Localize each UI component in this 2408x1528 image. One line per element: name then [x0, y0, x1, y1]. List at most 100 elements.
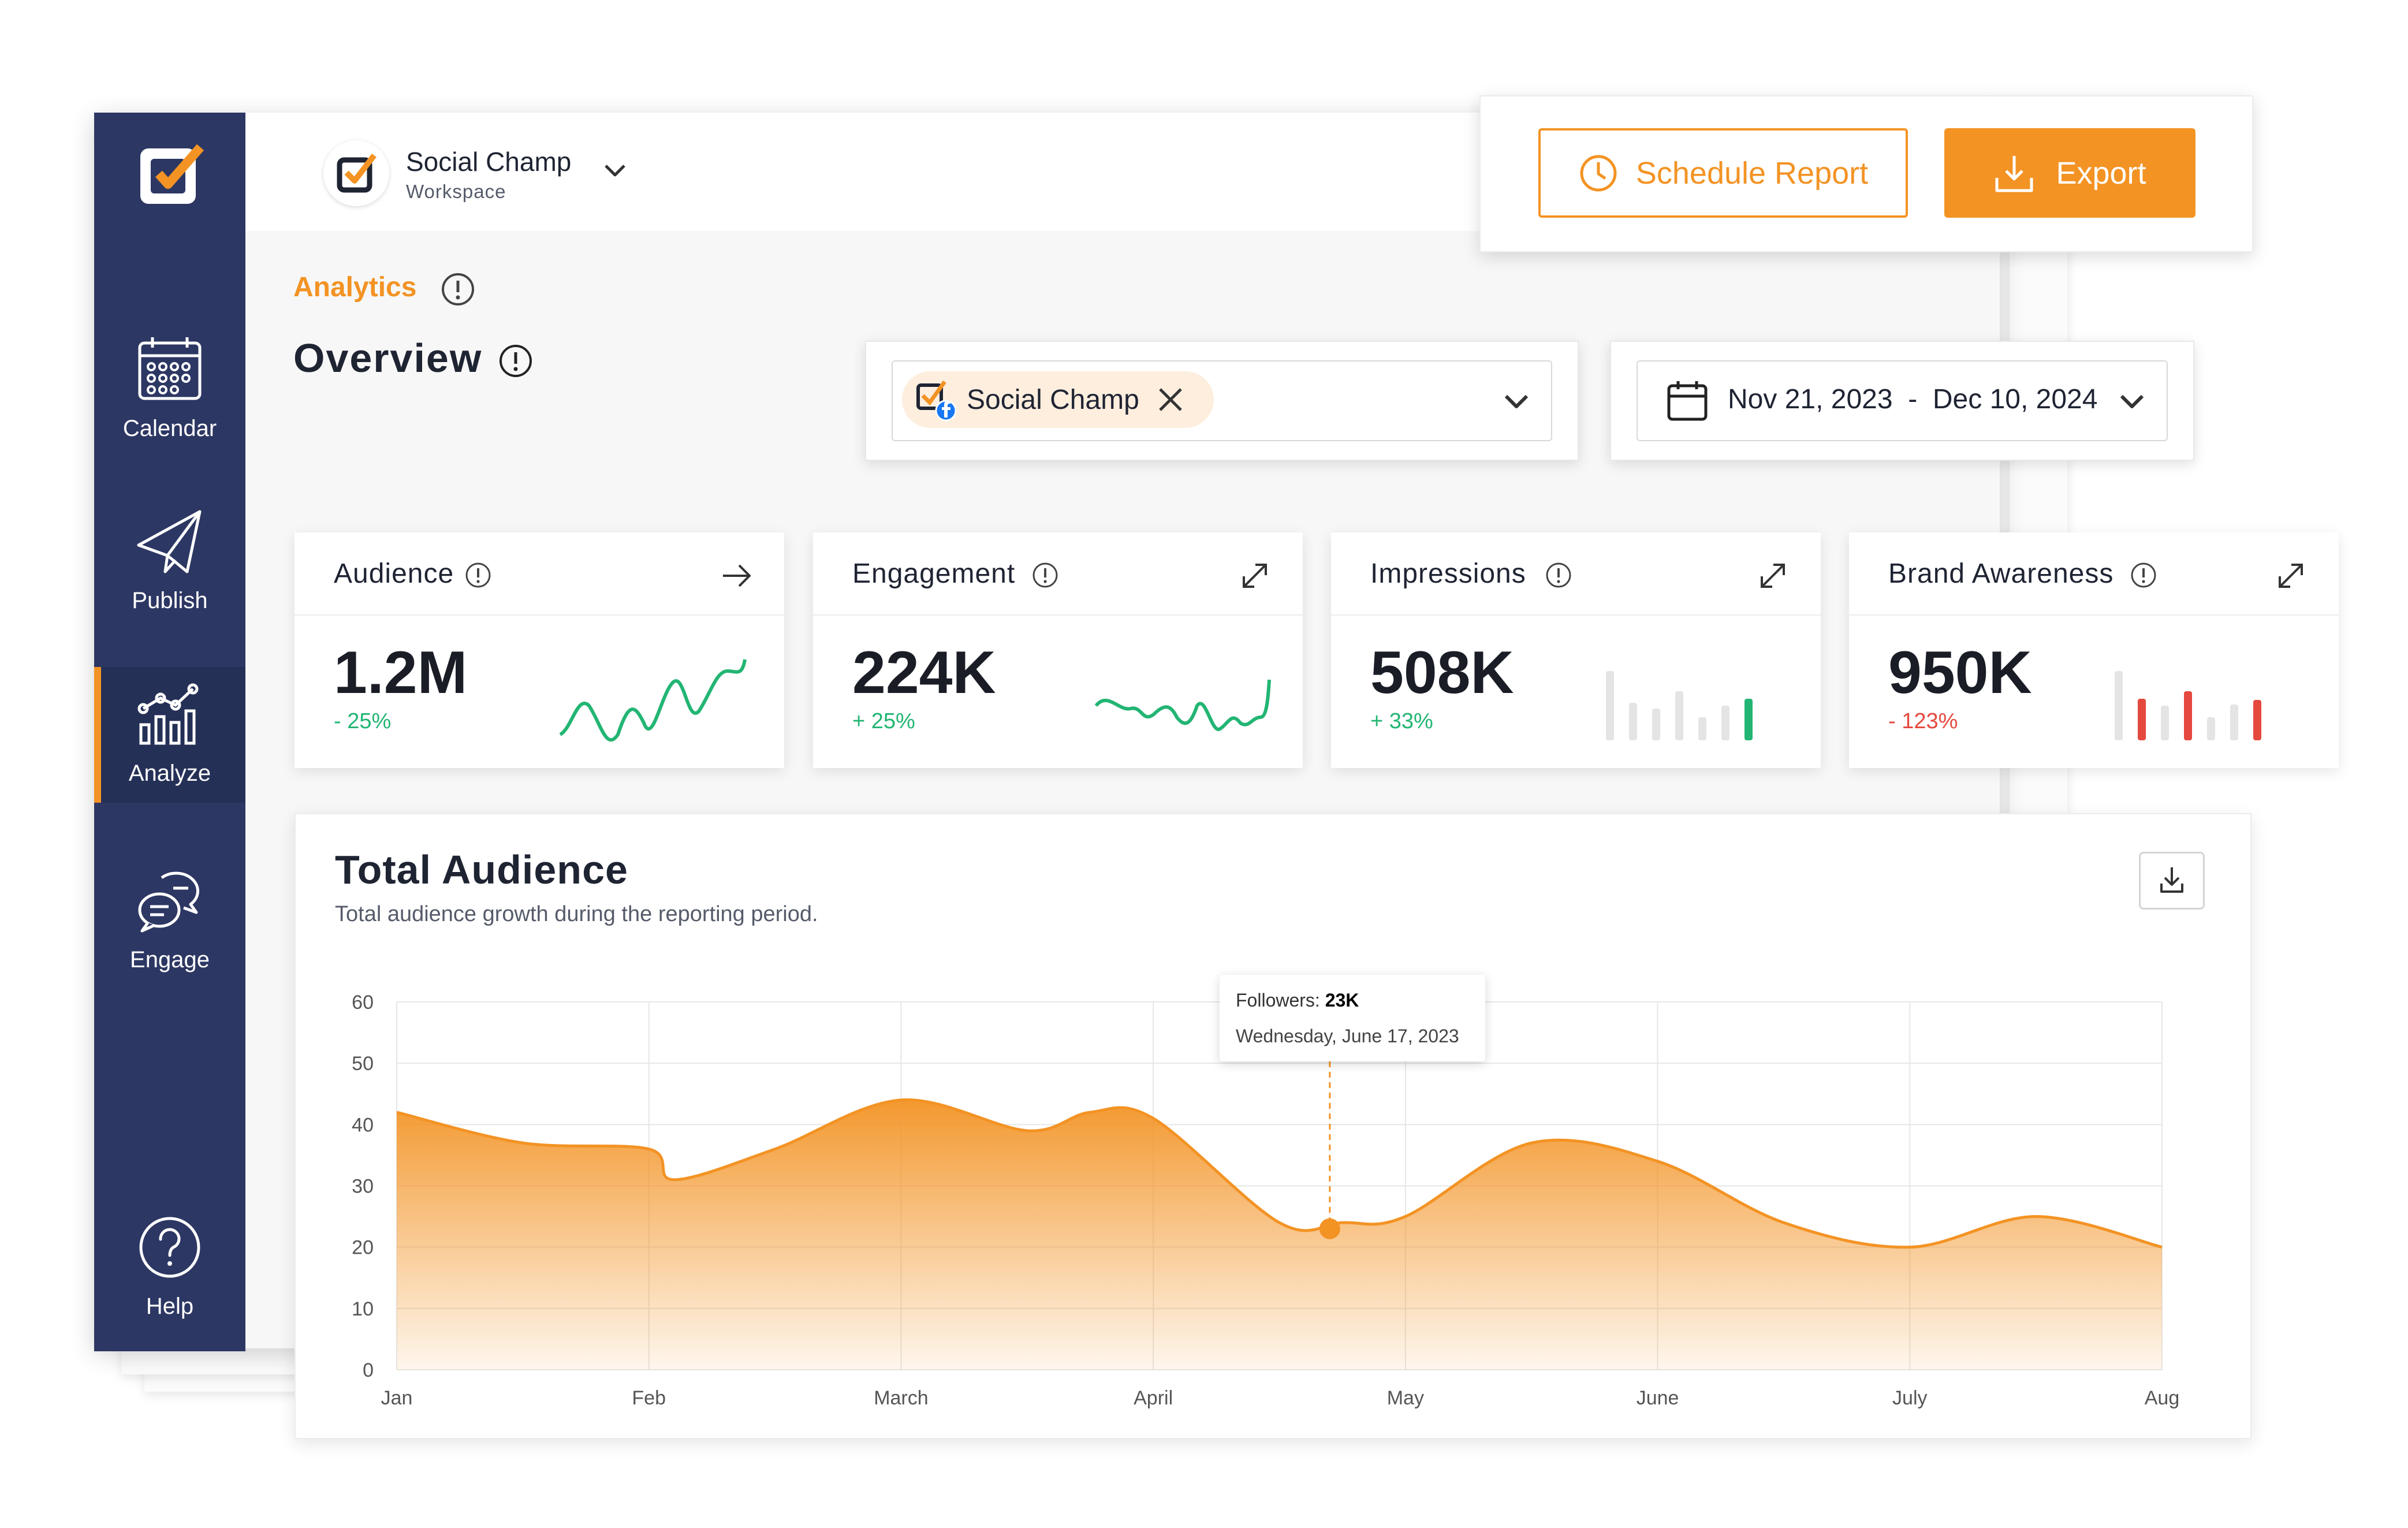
stat-card-impressions[interactable]: Impressions 508K + 33% — [1331, 532, 1821, 768]
calendar-icon — [138, 337, 202, 400]
info-icon[interactable] — [1545, 561, 1572, 589]
workspace-name[interactable]: Social Champ — [406, 147, 572, 177]
sidebar-item-publish[interactable]: Publish — [94, 507, 245, 646]
paper-plane-icon — [137, 510, 202, 573]
stat-label: Impressions — [1370, 558, 1526, 589]
y-tick-label: 10 — [352, 1298, 374, 1320]
stat-delta: + 33% — [1370, 709, 1433, 733]
chart-download-button[interactable] — [2139, 852, 2205, 910]
y-tick-label: 40 — [352, 1114, 374, 1136]
sidebar-item-label: Calendar — [122, 416, 217, 441]
page-title: Overview — [293, 336, 483, 381]
stat-value: 1.2M — [334, 639, 468, 706]
info-icon[interactable] — [1031, 561, 1059, 589]
tooltip-metric-value: 23K — [1325, 990, 1359, 1011]
schedule-report-label: Schedule Report — [1635, 155, 1869, 191]
stat-delta: - 25% — [334, 709, 392, 733]
stat-card-header: Impressions — [1331, 532, 1821, 616]
y-tick-label: 0 — [363, 1359, 374, 1381]
expand-icon[interactable] — [1755, 558, 1791, 594]
report-actions: Schedule Report Export — [1479, 95, 2253, 252]
breadcrumb[interactable]: Analytics — [293, 272, 417, 303]
stat-label: Audience — [334, 558, 454, 589]
export-button[interactable]: Export — [1944, 128, 2195, 218]
download-icon — [2160, 867, 2183, 893]
sparkline-chart — [1094, 679, 1271, 731]
sparkline-chart — [559, 659, 747, 742]
sidebar-item-label: Analyze — [128, 761, 211, 786]
sidebar-item-label: Publish — [132, 588, 208, 613]
area-line — [396, 1098, 2163, 1249]
chevron-down-icon[interactable] — [598, 153, 632, 188]
clock-icon — [1580, 155, 1617, 191]
tooltip-metric-label: Followers: — [1236, 990, 1320, 1011]
chevron-down-icon[interactable] — [2115, 383, 2149, 418]
social-champ-facebook-icon — [916, 380, 957, 422]
stat-value: 508K — [1370, 639, 1514, 706]
download-icon — [1995, 155, 2033, 192]
x-tick-label: March — [874, 1387, 928, 1409]
date-range-picker[interactable]: Nov 21, 2023 - Dec 10, 2024 — [1637, 360, 2168, 441]
info-icon[interactable] — [464, 561, 492, 589]
x-tick-label: April — [1134, 1387, 1173, 1409]
sidebar-item-analyze[interactable]: Analyze — [94, 667, 245, 803]
date-filter-card: Nov 21, 2023 - Dec 10, 2024 — [1610, 341, 2194, 461]
account-select[interactable]: Social Champ — [892, 360, 1552, 441]
close-icon[interactable] — [1154, 383, 1187, 416]
schedule-report-button[interactable]: Schedule Report — [1538, 128, 1908, 218]
stat-card-engagement[interactable]: Engagement 224K + 25% — [813, 532, 1303, 768]
stat-card-brand-awareness[interactable]: Brand Awareness 950K - 123% — [1849, 532, 2339, 768]
highlight-point[interactable] — [1319, 1218, 1340, 1239]
tooltip-metric: Followers: 23K — [1236, 990, 1359, 1011]
sidebar-item-calendar[interactable]: Calendar — [94, 335, 245, 474]
x-tick-label: Jan — [381, 1387, 413, 1409]
info-icon[interactable] — [2130, 561, 2157, 589]
chart-title: Total Audience — [335, 847, 628, 892]
sidebar-item-engage[interactable]: Engage — [94, 866, 245, 1005]
account-chip[interactable]: Social Champ — [902, 371, 1214, 428]
stat-label: Engagement — [852, 558, 1016, 589]
stat-card-audience[interactable]: Audience 1.2M - 25% — [295, 532, 784, 768]
export-label: Export — [2056, 155, 2146, 191]
expand-icon[interactable] — [2273, 558, 2309, 594]
info-icon[interactable] — [440, 271, 476, 307]
app-logo-icon[interactable] — [136, 140, 208, 213]
sidebar-item-label: Engage — [130, 947, 210, 972]
sidebar-item-label: Help — [146, 1294, 194, 1319]
y-tick-label: 30 — [352, 1176, 374, 1198]
chart-tooltip: Followers: 23K Wednesday, June 17, 2023 — [1220, 975, 1485, 1061]
arrow-right-icon[interactable] — [718, 558, 754, 594]
stat-card-header: Engagement — [813, 532, 1303, 616]
mini-bar-chart — [1606, 671, 1753, 740]
x-tick-label: June — [1637, 1387, 1679, 1409]
stat-delta: - 123% — [1888, 709, 1958, 733]
date-range-text: Nov 21, 2023 - Dec 10, 2024 — [1728, 384, 2098, 415]
y-tick-label: 20 — [352, 1237, 374, 1259]
workspace-subtitle: Workspace — [406, 181, 506, 202]
sidebar-item-help[interactable]: Help — [94, 1213, 245, 1351]
account-filter-card: Social Champ — [865, 341, 1579, 461]
y-tick-label: 60 — [352, 992, 374, 1013]
help-icon — [139, 1217, 200, 1278]
x-tick-label: July — [1892, 1387, 1927, 1409]
total-audience-chart: Jan Feb March April May June July Aug 0 10 20 30 40… — [352, 992, 2179, 1409]
account-chip-label: Social Champ — [967, 384, 1139, 415]
analytics-icon — [137, 683, 199, 745]
chart-subtitle: Total audience growth during the reporti… — [335, 902, 818, 926]
stat-delta: + 25% — [852, 709, 915, 733]
mini-bar-chart — [2115, 671, 2261, 740]
expand-icon[interactable] — [1237, 558, 1273, 594]
stat-value: 950K — [1888, 639, 2032, 706]
y-tick-label: 50 — [352, 1053, 374, 1075]
stat-card-header: Brand Awareness — [1849, 532, 2339, 616]
x-tick-label: Feb — [632, 1387, 666, 1409]
chevron-down-icon[interactable] — [1499, 383, 1534, 418]
x-tick-label: May — [1387, 1387, 1424, 1409]
workspace-logo-icon[interactable] — [323, 140, 389, 206]
info-icon[interactable] — [498, 343, 534, 379]
chat-bubbles-icon — [138, 871, 199, 933]
stat-value: 224K — [852, 639, 996, 706]
stat-label: Brand Awareness — [1888, 558, 2114, 589]
total-audience-card: Jan Feb March April May June July Aug 0 10 20 30 40… — [295, 813, 2252, 1439]
calendar-icon — [1667, 381, 1708, 421]
